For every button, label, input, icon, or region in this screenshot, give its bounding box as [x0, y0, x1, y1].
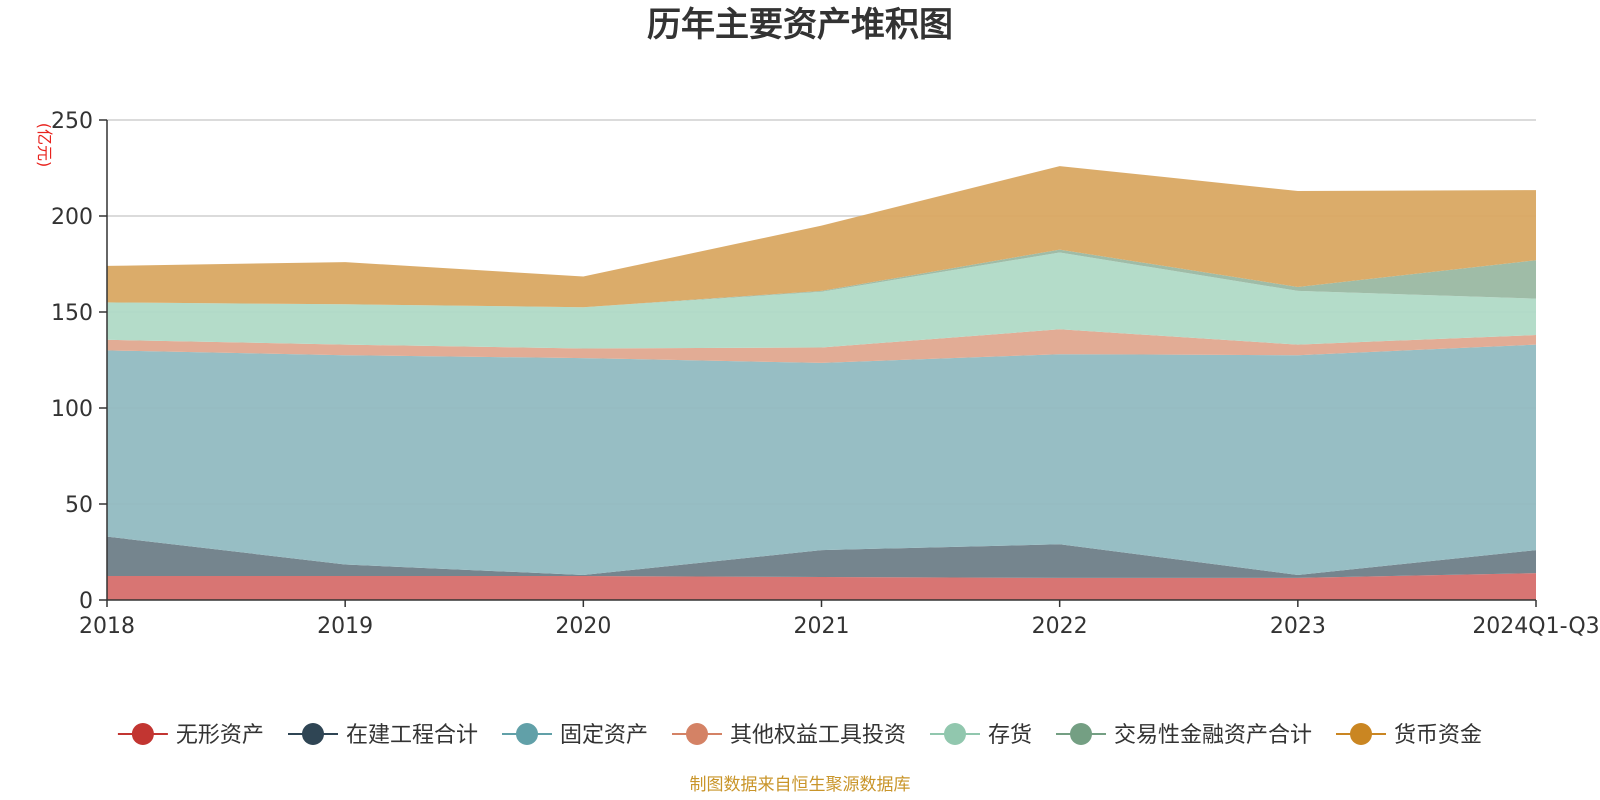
- legend-label: 交易性金融资产合计: [1114, 723, 1312, 748]
- area-series: [107, 344, 1536, 575]
- legend-item[interactable]: 交易性金融资产合计: [1056, 723, 1312, 748]
- y-axis-unit: (亿元): [35, 123, 54, 168]
- legend-marker: [944, 723, 966, 745]
- legend-item[interactable]: 其他权益工具投资: [672, 723, 906, 748]
- y-tick-label: 100: [51, 397, 93, 422]
- area-series: [107, 536, 1536, 578]
- legend-label: 在建工程合计: [346, 723, 478, 748]
- x-tick-label: 2019: [317, 614, 373, 639]
- legend-marker: [1070, 723, 1092, 745]
- legend-marker: [1350, 723, 1372, 745]
- y-tick-label: 150: [51, 301, 93, 326]
- y-tick-label: 0: [79, 589, 93, 614]
- legend-marker: [302, 723, 324, 745]
- y-tick-label: 200: [51, 205, 93, 230]
- y-tick-label: 250: [51, 109, 93, 134]
- area-series: [107, 329, 1536, 363]
- legend-label: 货币资金: [1394, 723, 1482, 748]
- y-tick-label: 50: [65, 493, 93, 518]
- axes: 0 50 100 150 200 250 2018 2019 2020 2021 2022 2023 2…: [51, 109, 1600, 639]
- legend-item[interactable]: 货币资金: [1336, 723, 1482, 748]
- source-note: 制图数据来自恒生聚源数据库: [690, 775, 911, 795]
- legend-marker: [131, 723, 154, 745]
- area-series: [107, 573, 1536, 600]
- x-tick-label: 2021: [794, 614, 850, 639]
- legend-item[interactable]: 存货: [930, 723, 1032, 748]
- chart-title: 历年主要资产堆积图: [647, 5, 953, 45]
- legend-item[interactable]: 固定资产: [502, 723, 648, 748]
- area-layer: [107, 166, 1536, 600]
- legend-item[interactable]: 在建工程合计: [288, 723, 478, 748]
- legend-label: 其他权益工具投资: [730, 723, 906, 748]
- legend-marker: [686, 723, 708, 745]
- x-tick-label: 2023: [1270, 614, 1326, 639]
- legend: 无形资产 在建工程合计 固定资产 其他权益工具投资 存货 交易性金融资产合计 货币资金: [117, 723, 1482, 748]
- legend-label: 存货: [988, 723, 1032, 748]
- x-tick-label: 2018: [79, 614, 135, 639]
- x-tick-label: 2024Q1-Q3: [1472, 614, 1599, 639]
- legend-label: 无形资产: [176, 723, 264, 748]
- area-series: [107, 166, 1536, 308]
- legend-item[interactable]: 无形资产: [117, 723, 264, 748]
- legend-label: 固定资产: [560, 723, 648, 748]
- x-tick-label: 2020: [555, 614, 611, 639]
- legend-marker: [516, 723, 538, 745]
- area-series: [107, 252, 1536, 349]
- x-tick-label: 2022: [1032, 614, 1088, 639]
